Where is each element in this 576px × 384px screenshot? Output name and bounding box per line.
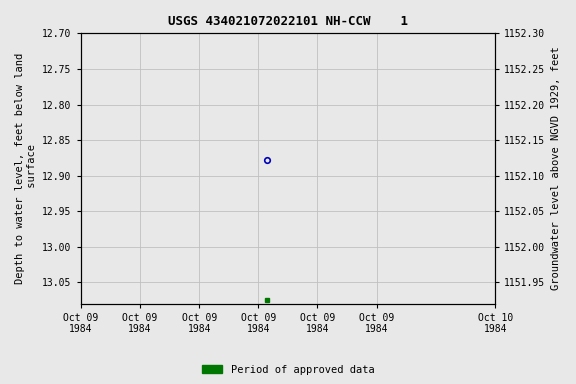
Title: USGS 434021072022101 NH-CCW    1: USGS 434021072022101 NH-CCW 1 xyxy=(168,15,408,28)
Legend: Period of approved data: Period of approved data xyxy=(198,361,378,379)
Y-axis label: Groundwater level above NGVD 1929, feet: Groundwater level above NGVD 1929, feet xyxy=(551,47,561,290)
Y-axis label: Depth to water level, feet below land
 surface: Depth to water level, feet below land su… xyxy=(15,53,37,284)
